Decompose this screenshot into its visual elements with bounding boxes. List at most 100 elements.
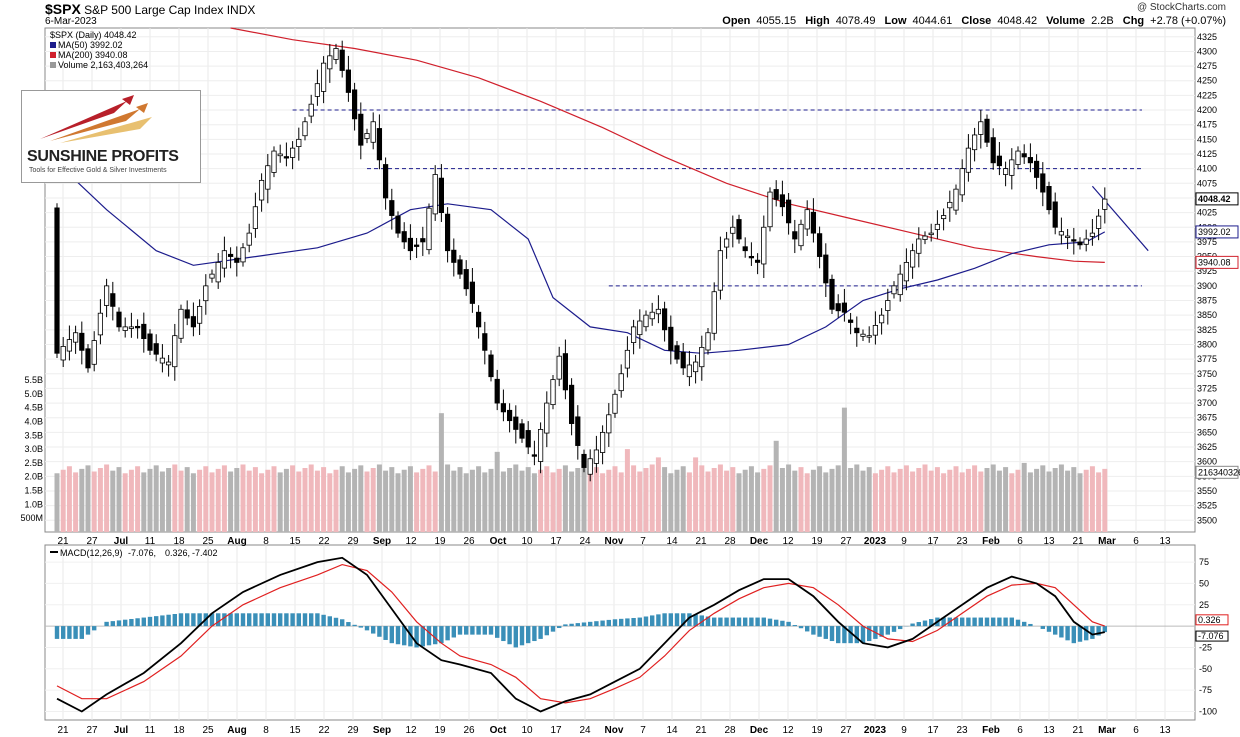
volume-bar — [798, 467, 804, 532]
macd-histogram-bar — [718, 617, 723, 627]
x-tick-label: 13 — [1043, 536, 1055, 547]
macd-histogram-bar — [154, 616, 159, 627]
volume-bar — [469, 469, 475, 532]
volume-bar — [1065, 470, 1071, 532]
high-label: High — [805, 15, 830, 27]
macd-histogram-bar — [755, 617, 760, 627]
candle-up — [699, 346, 705, 368]
price-tick-label: 3925 — [1197, 266, 1217, 276]
macd-histogram-bar — [823, 626, 828, 639]
candle-down — [668, 326, 674, 351]
macd-histogram-bar — [197, 613, 202, 627]
candle-down — [1077, 241, 1083, 246]
volume-bar — [569, 471, 575, 532]
macd-histogram-bar — [879, 626, 884, 637]
volume-bar — [624, 449, 630, 532]
candle-up — [178, 308, 184, 339]
volume-bar — [978, 471, 984, 532]
candle-down — [438, 177, 445, 214]
volume-bar — [631, 465, 637, 532]
x-tick-label: 28 — [724, 536, 736, 547]
macd-tick-label: -50 — [1199, 664, 1212, 674]
x-tick-label: 12 — [405, 725, 417, 736]
macd-histogram-bar — [110, 621, 115, 627]
macd-histogram-bar — [445, 626, 450, 641]
candle-down — [674, 345, 680, 360]
candle-up — [246, 232, 252, 246]
macd-histogram-bar — [92, 626, 97, 631]
ma50-line — [56, 162, 1106, 354]
macd-histogram-bar — [1084, 626, 1089, 641]
macd-histogram-bar — [216, 613, 221, 627]
candle-up — [1003, 168, 1009, 175]
candle-down — [451, 249, 457, 263]
candle-up — [804, 209, 810, 230]
legend-ma50: MA(50) 3992.02 — [58, 40, 123, 50]
volume-tick-label: 500M — [20, 513, 43, 523]
candle-down — [1046, 186, 1052, 211]
x-tick-label: Aug — [227, 536, 246, 547]
volume-tick-label: 4.0B — [24, 416, 43, 426]
candle-down — [680, 351, 686, 369]
x-tick-label: 18 — [173, 536, 185, 547]
x-tick-label: 29 — [347, 536, 359, 547]
price-tick-label: 4275 — [1197, 61, 1217, 71]
macd-histogram-bar — [712, 617, 717, 627]
volume-bar — [972, 465, 978, 532]
volume-bar — [383, 470, 389, 532]
candle-down — [1052, 201, 1058, 228]
volume-bar — [166, 467, 172, 532]
volume-bar — [240, 464, 246, 532]
volume-bar — [649, 464, 655, 532]
volume-bar — [215, 468, 221, 532]
volume-bar — [748, 466, 754, 532]
macd-histogram-bar — [79, 626, 84, 639]
volume-bar — [736, 473, 742, 532]
macd-histogram-bar — [141, 617, 146, 627]
price-tick-label: 4250 — [1197, 76, 1217, 86]
macd-tick-label: 25 — [1199, 600, 1209, 610]
volume-bar — [544, 466, 550, 532]
price-tick-label: 4075 — [1197, 178, 1217, 188]
candle-down — [779, 194, 786, 208]
macd-histogram-bar — [315, 613, 320, 627]
volume-bar — [500, 471, 506, 532]
macd-histogram-bar — [309, 613, 314, 627]
x-tick-label: 25 — [202, 725, 214, 736]
volume-bar — [252, 467, 258, 532]
candle-up — [1083, 238, 1089, 245]
candle-up — [97, 312, 103, 336]
macd-histogram-bar — [228, 613, 233, 627]
volume-bar — [1034, 468, 1040, 532]
volume-bar — [73, 472, 79, 532]
volume-bar — [426, 465, 432, 532]
macd-histogram-bar — [798, 626, 804, 629]
macd-histogram-bar — [916, 622, 921, 627]
x-tick-label: 17 — [927, 725, 939, 736]
macd-histogram-bar — [885, 626, 890, 635]
candle-up — [544, 402, 550, 434]
candle-down — [841, 302, 848, 313]
volume-bar — [172, 464, 178, 532]
x-tick-label: 8 — [263, 725, 269, 736]
macd-histogram-bar — [160, 615, 165, 627]
volume-bar — [482, 472, 488, 532]
x-tick-label: 21 — [57, 536, 69, 547]
candle-up — [761, 226, 767, 265]
price-tick-label: 4225 — [1197, 90, 1217, 100]
x-tick-label: Jul — [114, 725, 129, 736]
volume-tick-label: 3.0B — [24, 444, 43, 454]
macd-histogram-bar — [1009, 617, 1014, 627]
x-tick-label: Sep — [373, 725, 391, 736]
price-tick-label: 3675 — [1197, 413, 1217, 423]
x-tick-label: Oct — [490, 725, 507, 736]
macd-histogram-bar — [389, 626, 394, 644]
candle-up — [296, 138, 302, 147]
candle-up — [302, 121, 308, 137]
x-tick-label: Nov — [605, 725, 624, 736]
price-tick-label: 3725 — [1197, 383, 1217, 393]
volume-bar — [345, 472, 351, 532]
volume-bar — [668, 473, 674, 532]
x-tick-label: 17 — [550, 725, 562, 736]
candle-down — [358, 113, 364, 146]
